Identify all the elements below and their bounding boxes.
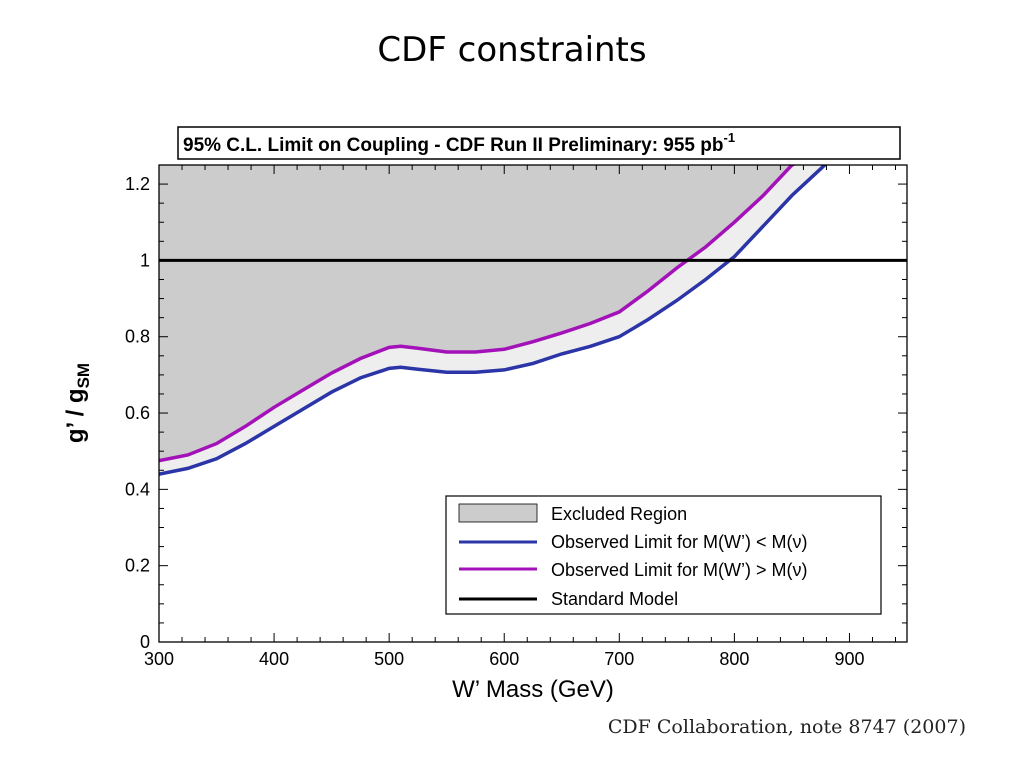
x-tick-label: 400 xyxy=(259,649,289,669)
legend-label-blue: Observed Limit for M(W’) < M(ν) xyxy=(551,532,808,552)
x-tick-label: 900 xyxy=(834,649,864,669)
citation: CDF Collaboration, note 8747 (2007) xyxy=(607,716,966,738)
y-tick-label: 0.6 xyxy=(125,403,150,423)
legend: Excluded Region Observed Limit for M(W’)… xyxy=(445,495,882,615)
x-tick-label: 500 xyxy=(374,649,404,669)
plot-frame xyxy=(158,164,908,643)
x-tick-label: 800 xyxy=(719,649,749,669)
y-tick-label: 1.2 xyxy=(125,174,150,194)
x-axis-label: W’ Mass (GeV) xyxy=(452,676,614,703)
y-axis-label: g’ / gSM xyxy=(62,363,93,443)
x-tick-label: 300 xyxy=(144,649,174,669)
y-tick-label: 0.2 xyxy=(125,556,150,576)
slide-title: CDF constraints xyxy=(377,30,647,70)
y-tick-label: 0.8 xyxy=(125,327,150,347)
y-tick-label: 0.4 xyxy=(125,479,150,499)
series-line-magenta xyxy=(159,165,797,463)
y-tick-label: 0 xyxy=(140,632,150,652)
legend-label-magenta: Observed Limit for M(W’) > M(ν) xyxy=(551,560,808,580)
chart-title: 95% C.L. Limit on Coupling - CDF Run II … xyxy=(183,130,735,156)
legend-label-standard-model: Standard Model xyxy=(551,589,678,609)
x-tick-label: 700 xyxy=(604,649,634,669)
chart-title-box xyxy=(177,126,901,160)
axis-ticks: 300 400 500 600 700 800 900 0 0.2 0.4 0.6 0.8 1 1.2 xyxy=(125,165,907,669)
excluded-region xyxy=(159,165,792,461)
legend-label-excluded: Excluded Region xyxy=(551,504,687,524)
y-tick-label: 1 xyxy=(140,250,150,270)
legend-excluded-swatch xyxy=(458,503,538,523)
uncertainty-band xyxy=(159,165,825,475)
x-tick-label: 600 xyxy=(489,649,519,669)
